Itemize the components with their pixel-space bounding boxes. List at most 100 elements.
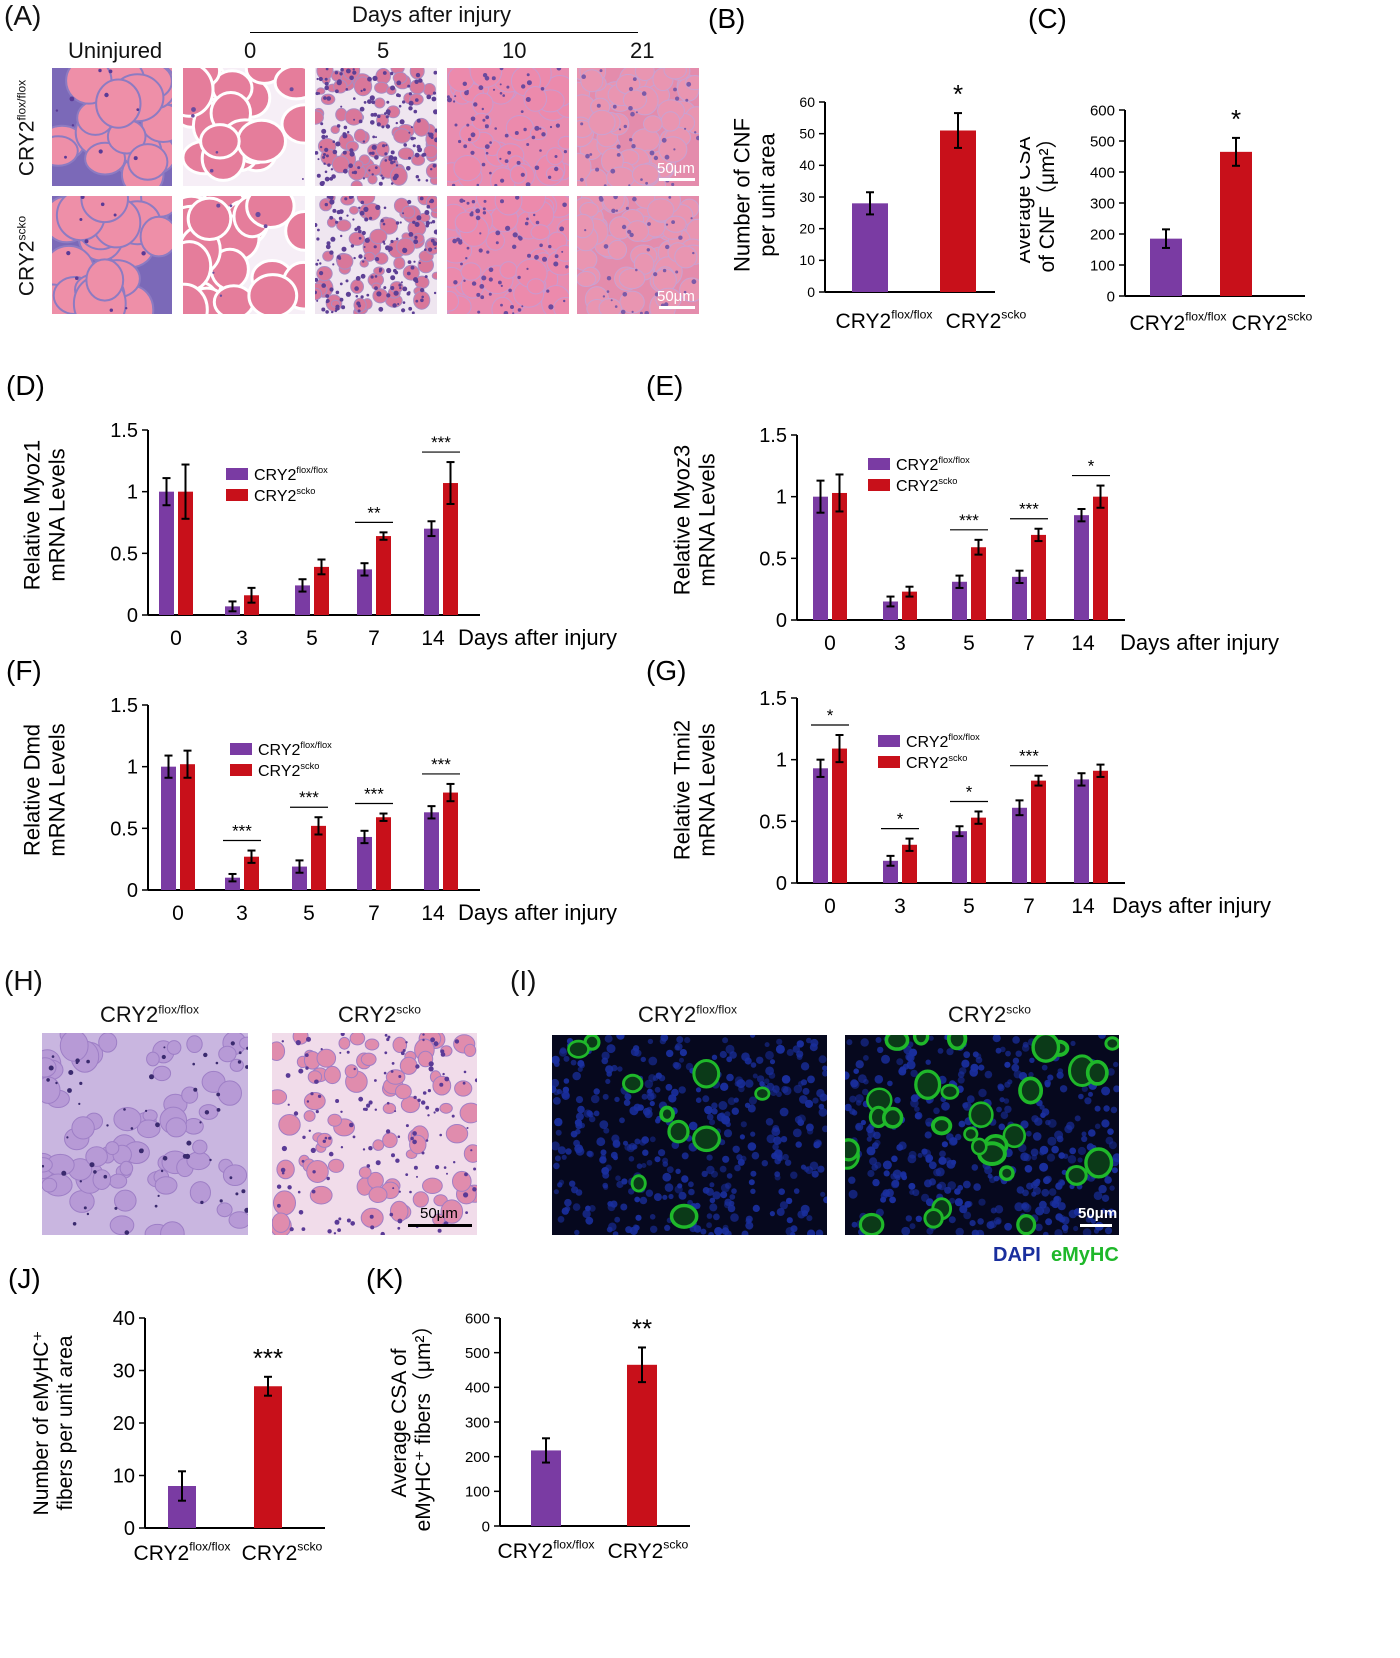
bar-G-5-flox [952, 831, 967, 883]
legend-label-E-1: CRY2scko [896, 476, 957, 495]
ytick-label-C-4: 400 [1090, 164, 1115, 181]
bar-F-3-scko [244, 856, 259, 890]
ylabel-D-0: Relative Myoz1 [19, 440, 44, 590]
panel-h-header-flox: CRY2flox/flox [100, 1002, 199, 1027]
xlabel-D: Days after injury [458, 625, 617, 650]
legend-swatch-G-1 [878, 756, 900, 768]
ytick-label-F-0: 0 [127, 880, 138, 902]
xtick-label-E-0: 0 [824, 632, 836, 655]
sig-E-3: *** [1019, 500, 1039, 519]
sig-G-1: * [897, 810, 904, 829]
ylabel-E-1: mRNA Levels [695, 453, 720, 586]
xtick-label-E-2: 5 [963, 632, 975, 655]
micrograph-r1-c5: 50μm [577, 68, 699, 186]
legend-label-E-0: CRY2flox/flox [896, 455, 970, 474]
bar-E-0-flox [813, 496, 828, 620]
ytick-label-D-3: 1.5 [110, 420, 138, 442]
ytick-label-K-5: 500 [465, 1345, 490, 1362]
ytick-label-F-3: 1.5 [110, 695, 138, 717]
ytick-label-J-4: 40 [113, 1308, 135, 1330]
ytick-label-C-0: 0 [1107, 288, 1115, 305]
bar-D-7-scko [376, 536, 391, 615]
bar-G-5-scko [971, 817, 986, 883]
panel-label-E: (E) [646, 370, 683, 401]
panel-a-label: (A) [4, 0, 42, 31]
panel-i-header-scko: CRY2scko [948, 1002, 1031, 1027]
xtick-label-G-2: 5 [963, 895, 975, 918]
bar-G-14-scko [1093, 770, 1108, 883]
micrograph-r2-c4 [447, 196, 569, 314]
group-label-B-scko: CRY2scko [946, 308, 1027, 333]
legend-swatch-F-0 [230, 743, 252, 755]
panel-a-scale-text: 50μm [657, 160, 695, 177]
group-label-B-flox: CRY2flox/flox [836, 308, 933, 333]
xlabel-F: Days after injury [458, 900, 617, 925]
xtick-label-F-3: 7 [368, 902, 380, 925]
legend-label-F-0: CRY2flox/flox [258, 740, 332, 759]
panel-label-C: (C) [1028, 3, 1067, 34]
panel-label-K: (K) [366, 1263, 403, 1294]
ytick-label-K-2: 200 [465, 1449, 490, 1466]
ylabel-F-0: Relative Dmd [19, 724, 44, 856]
micrograph-r1-c1 [52, 68, 172, 186]
ytick-label-B-4: 40 [799, 157, 815, 173]
row-label-scko: CRY2scko [14, 215, 39, 297]
col-header-uninjured: Uninjured [68, 38, 163, 63]
ylabel-K-1: eMyHC⁺ fibers（μm²） [412, 1315, 435, 1532]
bar-E-5-flox [952, 581, 967, 620]
bar-E-7-scko [1031, 534, 1046, 620]
ytick-label-K-4: 400 [465, 1380, 490, 1397]
ylabel-G-0: Relative Tnni2 [669, 720, 694, 860]
panel-a-bracket-line [250, 32, 638, 33]
sig-F-2: *** [299, 788, 319, 807]
row-label-flox: CRY2flox/flox [14, 79, 39, 177]
ytick-label-D-0: 0 [127, 605, 138, 627]
bar-C-scko [1220, 151, 1252, 296]
panel-i-label: (I) [510, 965, 537, 996]
col-header-day-21: 21 [630, 38, 655, 63]
group-label-J-scko: CRY2scko [242, 1540, 323, 1565]
ylabel-G-1: mRNA Levels [695, 723, 720, 856]
col-header-day-0: 0 [244, 38, 257, 63]
xtick-label-G-3: 7 [1023, 895, 1035, 918]
panel-i-scale-bar [1080, 1224, 1112, 1227]
if-micrograph-scko [845, 1035, 1119, 1235]
ytick-label-B-6: 60 [799, 94, 815, 110]
legend-swatch-F-1 [230, 764, 252, 776]
legend-label-D-0: CRY2flox/flox [254, 465, 328, 484]
ylabel-B-1: per unit area [755, 132, 780, 256]
ytick-label-J-0: 0 [124, 1518, 135, 1540]
legend-label-D-1: CRY2scko [254, 486, 315, 505]
bar-E-0-scko [832, 492, 847, 620]
bar-F-0-scko [180, 764, 195, 890]
bar-B-scko [940, 130, 976, 292]
ylabel-C-0: Average CSA [1020, 137, 1035, 264]
legend-swatch-G-0 [878, 735, 900, 747]
panel-a-scale-bar [659, 306, 695, 309]
xtick-label-F-2: 5 [303, 902, 315, 925]
panel-h-scale-text: 50μm [420, 1205, 458, 1222]
ytick-label-F-2: 1 [127, 757, 138, 779]
ytick-label-B-5: 50 [799, 126, 815, 142]
bar-D-0-scko [178, 491, 193, 615]
chart-d: (D) 0 0.5 1 1.5 Relative Myoz1 mRNA Levels 0 3 5 *… [6, 370, 617, 650]
xtick-label-D-4: 14 [421, 627, 445, 650]
legend-swatch-D-0 [226, 468, 248, 480]
bar-E-14-scko [1093, 496, 1108, 620]
bar-E-7-flox [1012, 576, 1027, 620]
bar-D-5-flox [295, 585, 310, 615]
chart-j: (J) 0 10 20 30 40 Number of eMyHC⁺ fibers per u… [8, 1263, 325, 1565]
xtick-label-G-4: 14 [1071, 895, 1095, 918]
he-micrograph-scko [272, 1033, 477, 1235]
xtick-label-D-2: 5 [306, 627, 318, 650]
panel-h-scale-bar [408, 1224, 472, 1227]
ytick-label-E-2: 1 [776, 487, 787, 509]
sig-F-4: *** [431, 755, 451, 774]
bar-D-14-scko [443, 483, 458, 615]
ytick-label-D-1: 0.5 [110, 543, 138, 565]
bar-B-flox [852, 203, 888, 292]
ytick-label-E-0: 0 [776, 610, 787, 632]
panel-i-scale-text: 50μm [1078, 1205, 1118, 1222]
sig-G-3: *** [1019, 747, 1039, 766]
